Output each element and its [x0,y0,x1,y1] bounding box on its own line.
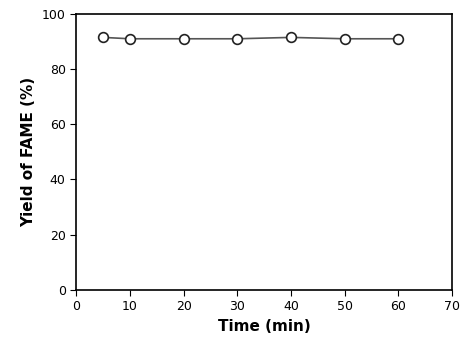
Y-axis label: Yield of FAME (%): Yield of FAME (%) [21,77,36,227]
X-axis label: Time (min): Time (min) [218,319,310,334]
